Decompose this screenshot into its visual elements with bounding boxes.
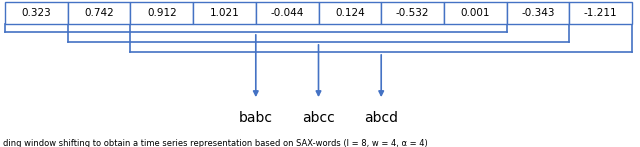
Bar bbox=[507, 2, 570, 24]
Text: abcc: abcc bbox=[302, 111, 335, 125]
Text: 0.912: 0.912 bbox=[147, 8, 177, 18]
Bar bbox=[570, 2, 632, 24]
Text: ding window shifting to obtain a time series representation based on SAX-words (: ding window shifting to obtain a time se… bbox=[3, 138, 428, 147]
Text: abcd: abcd bbox=[364, 111, 398, 125]
Bar bbox=[381, 2, 444, 24]
Text: 1.021: 1.021 bbox=[209, 8, 239, 18]
Bar bbox=[5, 2, 68, 24]
Text: -1.211: -1.211 bbox=[584, 8, 618, 18]
Text: -0.343: -0.343 bbox=[521, 8, 555, 18]
Text: -0.532: -0.532 bbox=[396, 8, 429, 18]
Bar bbox=[319, 2, 381, 24]
Text: 0.742: 0.742 bbox=[84, 8, 114, 18]
Bar bbox=[256, 2, 319, 24]
Text: babc: babc bbox=[239, 111, 273, 125]
Bar bbox=[193, 2, 256, 24]
Text: 0.323: 0.323 bbox=[22, 8, 51, 18]
Text: 0.124: 0.124 bbox=[335, 8, 365, 18]
Bar bbox=[444, 2, 507, 24]
Text: 0.001: 0.001 bbox=[461, 8, 490, 18]
Bar bbox=[131, 2, 193, 24]
Bar bbox=[68, 2, 131, 24]
Text: -0.044: -0.044 bbox=[271, 8, 304, 18]
